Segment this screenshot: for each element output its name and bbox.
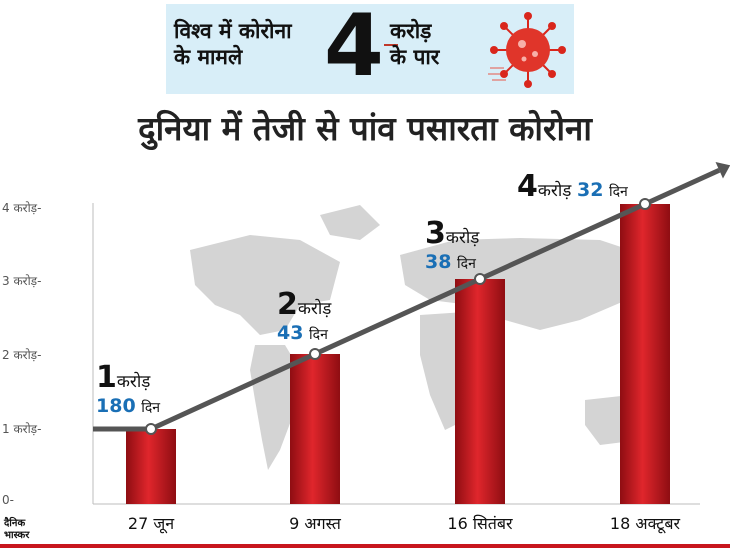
logo-line2: भास्कर <box>4 530 30 541</box>
y-tick-3: 3 करोड़- <box>2 274 42 288</box>
annotation-unit: करोड़ <box>297 299 332 319</box>
data-point-3 <box>474 273 486 285</box>
points-layer <box>145 198 651 435</box>
data-point-1 <box>145 423 157 435</box>
bottom-border <box>0 544 730 548</box>
y-tick-1: 1 करोड़- <box>2 422 42 436</box>
y-tick-0: 0- <box>2 493 14 507</box>
banner-right-text: करोड़ के पार <box>390 18 439 70</box>
chart-title: दुनिया में तेजी से पांव पसारता कोरोना <box>138 109 592 148</box>
banner-dash <box>384 44 398 46</box>
annotation-days-label: दिन <box>309 327 328 343</box>
annotation-days: 43 <box>277 322 304 344</box>
bar-2 <box>290 354 340 504</box>
annotation-unit: करोड़ <box>445 228 480 248</box>
trend-line-layer <box>93 162 730 432</box>
virus-icon <box>488 12 566 88</box>
annotation-number: 4 <box>517 169 538 204</box>
y-tick-4: 4 करोड़- <box>2 201 42 215</box>
banner-right-line1: करोड़ <box>390 19 432 43</box>
bars-layer <box>126 204 670 504</box>
annotation-3-crore: 3करोड़ 38 दिन <box>425 219 479 272</box>
x-tick-label: 16 सितंबर <box>447 514 513 533</box>
banner-left-line1: विश्व में कोरोना <box>174 19 292 43</box>
banner-big-number: 4 <box>324 0 384 96</box>
annotation-number: 1 <box>96 360 117 395</box>
chart-axes <box>92 203 700 505</box>
data-point-4 <box>639 198 651 210</box>
banner-left-line2: के मामले <box>174 45 243 69</box>
x-tick-label: 18 अक्टूबर <box>609 514 681 533</box>
annotation-days: 32 <box>576 179 604 201</box>
x-tick-label: 27 जून <box>127 514 175 533</box>
logo-line1: दैनिक <box>4 518 26 529</box>
bar-4 <box>620 204 670 504</box>
x-tick-label: 9 अगस्त <box>289 514 341 533</box>
annotation-days-label: दिन <box>457 256 476 272</box>
annotation-number: 3 <box>425 216 446 251</box>
bar-1 <box>126 429 176 504</box>
data-point-2 <box>309 348 321 360</box>
annotation-1-crore: 1करोड़ 180 दिन <box>96 363 160 416</box>
annotation-days: 38 <box>425 251 452 273</box>
bar-3 <box>455 279 505 504</box>
banner-left-text: विश्व में कोरोना के मामले <box>174 18 292 70</box>
banner-right-line2: के पार <box>390 45 440 69</box>
y-tick-2: 2 करोड़- <box>2 348 42 362</box>
annotation-days-label: दिन <box>609 184 628 200</box>
annotation-days: 180 <box>96 395 136 417</box>
header-banner: विश्व में कोरोना के मामले 4 करोड़ के पार <box>166 0 574 96</box>
annotation-unit: करोड़ <box>537 181 572 201</box>
trend-arrow-head <box>715 162 730 179</box>
annotation-number: 2 <box>277 287 298 322</box>
annotation-2-crore: 2करोड़ 43 दिन <box>277 290 331 343</box>
trend-line <box>93 167 721 432</box>
annotation-unit: करोड़ <box>116 372 151 392</box>
annotation-4-crore: 4करोड़ 32 दिन <box>517 172 628 202</box>
annotation-days-label: दिन <box>141 400 161 416</box>
publisher-logo: दैनिक भास्कर <box>4 518 44 544</box>
